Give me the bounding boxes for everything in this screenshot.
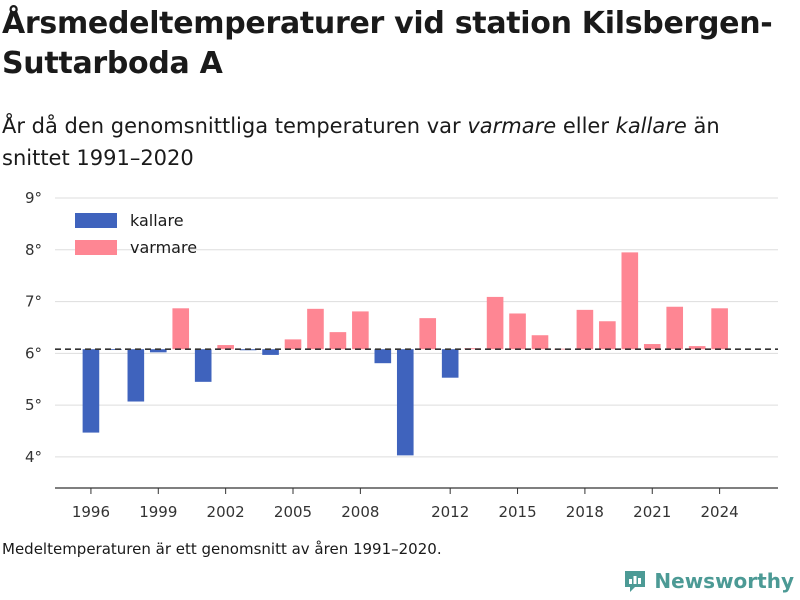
bar-2016 bbox=[531, 335, 549, 350]
bar-2012 bbox=[441, 349, 459, 378]
bar-2014 bbox=[486, 296, 504, 350]
bar-2021 bbox=[643, 344, 661, 350]
y-tick-label: 7° bbox=[25, 293, 42, 311]
bar-2020 bbox=[621, 252, 639, 350]
temperature-bar-chart: 4° 5° 6° 7° 8° 9° 1996 1999 2002 2005 2008 2012 201… bbox=[25, 189, 778, 521]
y-axis-ticks: 4° 5° 6° 7° 8° 9° bbox=[25, 189, 42, 466]
legend: kallare varmare bbox=[75, 211, 197, 257]
bar-2024 bbox=[711, 308, 728, 350]
bars bbox=[82, 252, 728, 456]
x-tick-label: 2021 bbox=[633, 503, 671, 521]
bar-1997 bbox=[105, 349, 122, 351]
y-tick-label: 9° bbox=[25, 189, 42, 207]
bar-2005 bbox=[284, 339, 302, 350]
bar-1996 bbox=[82, 349, 100, 433]
chart-title: Årsmedeltemperaturer vid station Kilsber… bbox=[2, 6, 773, 81]
bar-2018 bbox=[576, 309, 594, 350]
subtitle-cold-word: kallare bbox=[615, 114, 687, 138]
bar-2004 bbox=[262, 349, 279, 355]
bar-1998 bbox=[127, 349, 145, 402]
bar-2022 bbox=[666, 306, 684, 350]
grid-lines bbox=[55, 197, 778, 458]
bar-2000 bbox=[172, 308, 190, 350]
bar-2006 bbox=[307, 308, 324, 350]
x-tick-label: 2002 bbox=[207, 503, 245, 521]
bar-2023 bbox=[688, 346, 706, 350]
x-tick-label: 1996 bbox=[72, 503, 110, 521]
brand: Newsworthy bbox=[622, 568, 794, 594]
x-tick-label: 2012 bbox=[431, 503, 469, 521]
subtitle-part1: År då den genomsnittliga temperaturen va… bbox=[2, 114, 468, 138]
subtitle-part3: än snittet 1991–2020 bbox=[2, 114, 720, 170]
x-tick-label: 2024 bbox=[701, 503, 739, 521]
bar-2011 bbox=[419, 318, 437, 350]
bar-2015 bbox=[509, 313, 526, 350]
legend-label-kallare: kallare bbox=[130, 211, 184, 230]
subtitle-warm-word: varmare bbox=[467, 114, 557, 138]
bar-2017 bbox=[554, 348, 571, 350]
legend-swatch-varmare bbox=[75, 240, 117, 255]
footnote: Medeltemperaturen är ett genomsnitt av å… bbox=[2, 540, 442, 558]
x-tick-label: 2015 bbox=[498, 503, 536, 521]
bar-2008 bbox=[352, 311, 369, 350]
bar-2010 bbox=[396, 349, 414, 456]
bar-2002 bbox=[217, 345, 234, 350]
bar-2019 bbox=[599, 321, 616, 350]
x-tick-label: 2008 bbox=[341, 503, 379, 521]
bar-2007 bbox=[329, 332, 347, 350]
subtitle-part2: eller bbox=[556, 114, 616, 138]
newsworthy-logo-icon bbox=[625, 571, 646, 592]
x-tick-label: 2005 bbox=[274, 503, 312, 521]
bar-1999 bbox=[149, 349, 167, 353]
legend-label-varmare: varmare bbox=[130, 238, 197, 257]
bar-2009 bbox=[374, 349, 392, 364]
y-tick-label: 4° bbox=[25, 448, 42, 466]
chart-subtitle: År då den genomsnittliga temperaturen va… bbox=[2, 110, 792, 174]
legend-swatch-kallare bbox=[75, 213, 117, 228]
x-tick-label: 2018 bbox=[566, 503, 604, 521]
y-tick-label: 5° bbox=[25, 396, 42, 414]
y-tick-label: 8° bbox=[25, 241, 42, 259]
x-tick-label: 1999 bbox=[139, 503, 177, 521]
y-tick-label: 6° bbox=[25, 344, 42, 362]
x-axis-ticks: 1996 1999 2002 2005 2008 2012 2015 2018 2021 2024 bbox=[72, 488, 739, 521]
bar-2001 bbox=[194, 349, 212, 382]
bar-2013 bbox=[464, 348, 481, 350]
brand-name: Newsworthy bbox=[654, 569, 794, 593]
